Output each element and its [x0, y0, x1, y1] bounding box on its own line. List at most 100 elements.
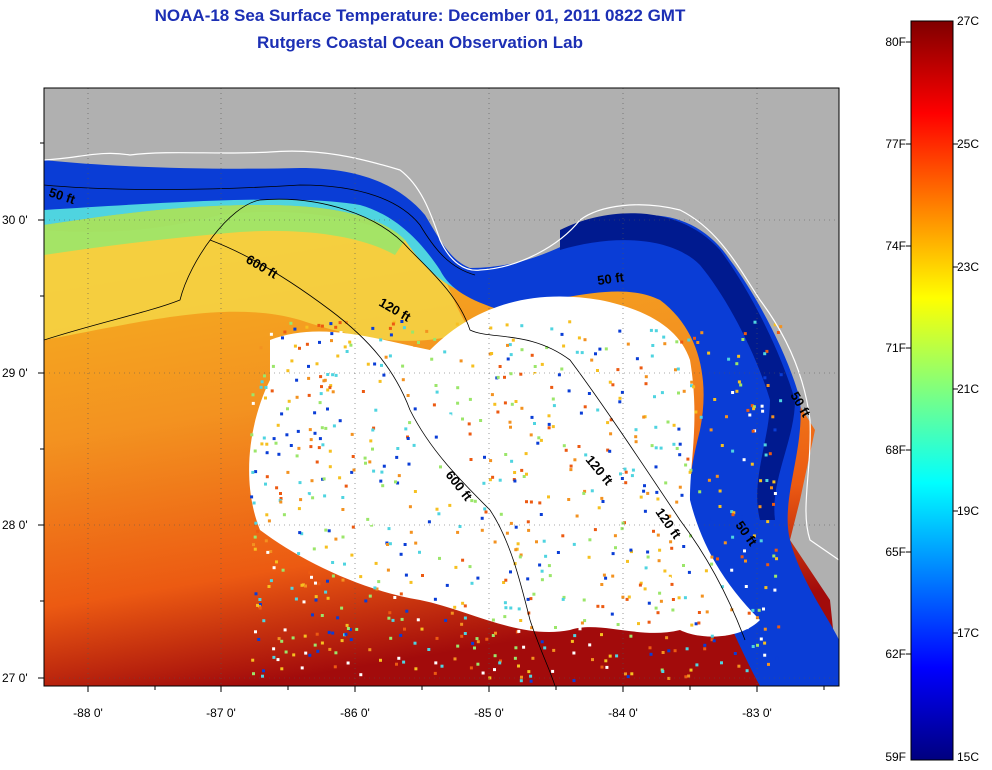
speckle-pixel: [493, 402, 497, 406]
speckle-pixel: [655, 490, 659, 494]
speckle-pixel: [520, 406, 524, 410]
speckle-pixel: [509, 606, 513, 610]
speckle-pixel: [693, 336, 696, 340]
speckle-pixel: [254, 470, 258, 474]
speckle-pixel: [259, 413, 263, 417]
speckle-pixel: [673, 516, 677, 520]
speckle-pixel: [735, 362, 739, 366]
speckle-pixel: [731, 513, 735, 517]
speckle-pixel: [350, 553, 354, 557]
speckle-pixel: [254, 630, 257, 634]
map-area: 50 ft 600 ft 120 ft 50 ft 600 ft 120 ft …: [44, 88, 839, 686]
speckle-pixel: [355, 627, 359, 631]
speckle-pixel: [458, 525, 462, 528]
speckle-pixel: [412, 443, 416, 447]
speckle-pixel: [773, 323, 777, 327]
speckle-pixel: [384, 355, 388, 359]
speckle-pixel: [764, 453, 768, 457]
speckle-pixel: [600, 496, 604, 500]
speckle-pixel: [401, 378, 405, 382]
speckle-pixel: [509, 425, 512, 429]
speckle-pixel: [403, 543, 407, 546]
speckle-pixel: [334, 325, 338, 329]
speckle-pixel: [434, 435, 438, 439]
speckle-pixel: [435, 390, 439, 394]
speckle-pixel: [775, 557, 778, 561]
speckle-pixel: [619, 327, 623, 331]
colorbar-label-27c: 27C: [957, 14, 980, 28]
speckle-pixel: [289, 444, 293, 447]
speckle-pixel: [538, 501, 542, 505]
speckle-pixel: [740, 555, 744, 559]
speckle-pixel: [773, 428, 777, 432]
speckle-pixel: [359, 673, 363, 677]
speckle-pixel: [765, 479, 769, 482]
speckle-pixel: [584, 453, 588, 457]
speckle-pixel: [468, 432, 472, 436]
speckle-pixel: [369, 522, 373, 526]
speckle-pixel: [744, 559, 747, 563]
speckle-pixel: [720, 444, 724, 447]
speckle-pixel: [404, 427, 408, 431]
speckle-pixel: [709, 428, 713, 432]
speckle-pixel: [690, 384, 693, 388]
speckle-pixel: [320, 641, 324, 645]
speckle-pixel: [503, 375, 506, 379]
speckle-pixel: [767, 662, 770, 666]
speckle-pixel: [332, 424, 336, 428]
speckle-pixel: [402, 326, 406, 330]
speckle-pixel: [438, 556, 441, 560]
speckle-pixel: [485, 637, 489, 641]
speckle-pixel: [339, 331, 343, 335]
speckle-pixel: [395, 662, 398, 666]
speckle-pixel: [291, 636, 295, 640]
speckle-pixel: [292, 653, 296, 657]
speckle-pixel: [450, 611, 454, 615]
speckle-pixel: [368, 594, 372, 598]
speckle-pixel: [440, 347, 444, 351]
speckle-pixel: [498, 661, 502, 665]
speckle-pixel: [694, 622, 698, 626]
speckle-pixel: [620, 527, 624, 531]
speckle-pixel: [572, 542, 576, 546]
speckle-pixel: [696, 341, 700, 344]
speckle-pixel: [591, 658, 594, 662]
speckle-pixel: [280, 412, 284, 416]
speckle-pixel: [609, 432, 613, 436]
speckle-pixel: [771, 415, 775, 419]
speckle-pixel: [456, 530, 460, 534]
speckle-pixel: [435, 507, 439, 511]
speckle-pixel: [286, 369, 290, 373]
speckle-pixel: [321, 443, 325, 447]
speckle-pixel: [285, 433, 289, 437]
speckle-pixel: [649, 328, 653, 332]
speckle-pixel: [634, 435, 638, 439]
speckle-pixel: [298, 346, 301, 350]
speckle-pixel: [460, 634, 464, 638]
speckle-pixel: [314, 595, 318, 599]
speckle-pixel: [604, 576, 608, 580]
speckle-pixel: [600, 665, 604, 669]
speckle-pixel: [712, 639, 716, 643]
speckle-pixel: [262, 448, 266, 452]
cloud-speckle: [250, 320, 783, 683]
speckle-pixel: [453, 605, 457, 609]
speckle-pixel: [540, 578, 544, 582]
speckle-pixel: [256, 529, 260, 533]
speckle-pixel: [539, 513, 543, 516]
speckle-pixel: [616, 368, 620, 372]
speckle-pixel: [490, 352, 494, 355]
speckle-pixel: [773, 492, 777, 495]
speckle-pixel: [257, 638, 261, 641]
speckle-pixel: [642, 489, 646, 493]
speckle-pixel: [654, 465, 658, 469]
speckle-pixel: [443, 378, 447, 381]
speckle-pixel: [562, 444, 566, 448]
speckle-pixel: [309, 438, 313, 442]
speckle-pixel: [504, 453, 508, 456]
speckle-pixel: [710, 555, 714, 559]
speckle-pixel: [304, 584, 307, 588]
speckle-pixel: [703, 643, 707, 647]
speckle-pixel: [634, 440, 638, 444]
speckle-pixel: [572, 651, 576, 655]
